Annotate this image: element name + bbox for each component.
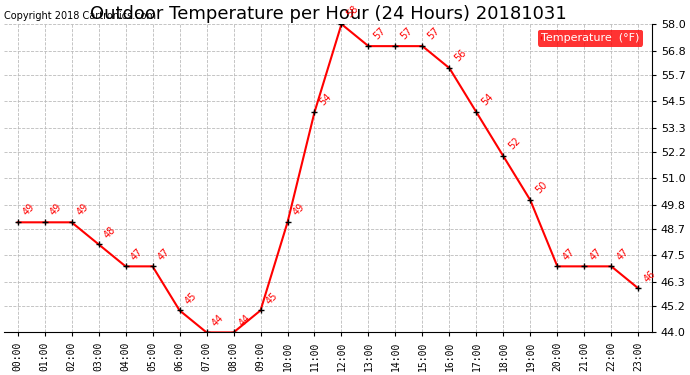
Text: Copyright 2018 Cartronics.com: Copyright 2018 Cartronics.com <box>4 11 156 21</box>
Text: 57: 57 <box>372 26 388 42</box>
Text: 47: 47 <box>156 246 172 262</box>
Title: Outdoor Temperature per Hour (24 Hours) 20181031: Outdoor Temperature per Hour (24 Hours) … <box>90 4 566 22</box>
Text: 49: 49 <box>75 202 90 218</box>
Text: 56: 56 <box>453 48 469 64</box>
Text: 49: 49 <box>21 202 37 218</box>
Text: 48: 48 <box>102 224 117 240</box>
Text: 54: 54 <box>317 92 333 108</box>
Text: 57: 57 <box>426 26 442 42</box>
Text: 49: 49 <box>48 202 63 218</box>
Legend: Temperature  (°F): Temperature (°F) <box>538 30 643 46</box>
Text: 46: 46 <box>642 268 658 284</box>
Text: 54: 54 <box>480 92 495 108</box>
Text: 49: 49 <box>290 202 306 218</box>
Text: 52: 52 <box>506 136 522 152</box>
Text: 44: 44 <box>237 312 253 328</box>
Text: 58: 58 <box>345 4 361 20</box>
Text: 50: 50 <box>533 180 549 196</box>
Text: 47: 47 <box>615 246 631 262</box>
Text: 57: 57 <box>399 26 415 42</box>
Text: 44: 44 <box>210 312 226 328</box>
Text: 45: 45 <box>264 290 279 306</box>
Text: 47: 47 <box>588 246 603 262</box>
Text: 45: 45 <box>183 290 199 306</box>
Text: 47: 47 <box>560 246 576 262</box>
Text: 47: 47 <box>129 246 145 262</box>
